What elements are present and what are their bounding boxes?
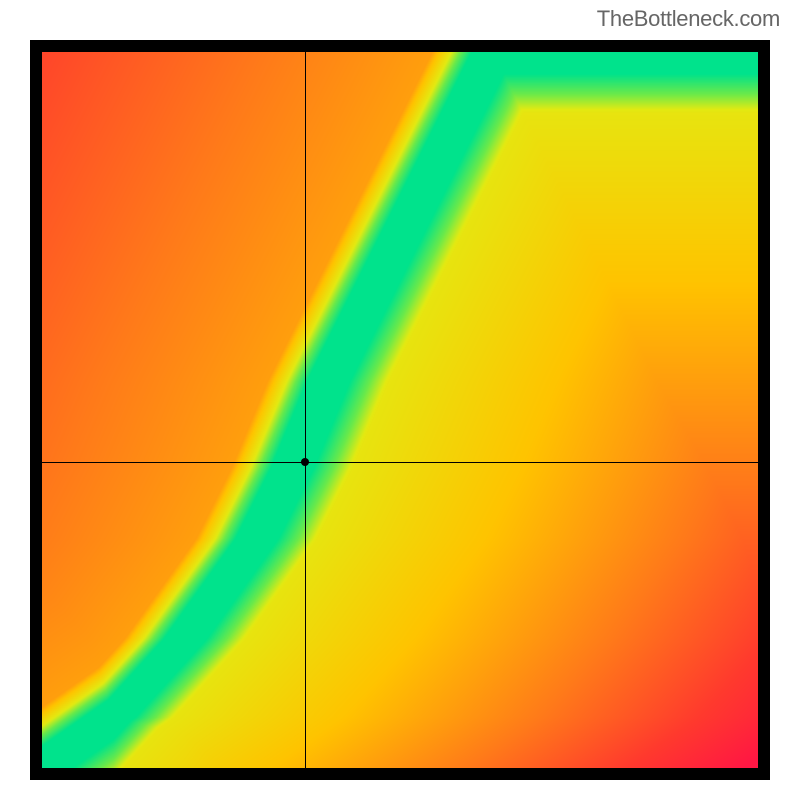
watermark: TheBottleneck.com — [597, 6, 780, 32]
crosshair-horizontal — [42, 462, 758, 463]
heatmap-canvas — [42, 52, 758, 768]
crosshair-vertical — [305, 52, 306, 768]
marker-dot — [301, 458, 309, 466]
